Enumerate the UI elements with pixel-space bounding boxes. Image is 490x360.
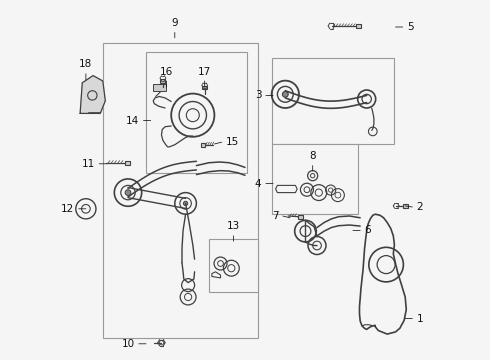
Bar xyxy=(356,24,361,28)
Bar xyxy=(201,143,205,147)
Text: 3: 3 xyxy=(255,90,262,100)
Bar xyxy=(153,84,166,91)
Circle shape xyxy=(183,201,188,206)
Bar xyxy=(202,86,207,89)
Bar xyxy=(298,215,303,219)
Bar xyxy=(160,79,166,83)
Bar xyxy=(403,204,408,208)
Text: 2: 2 xyxy=(416,202,423,212)
Text: 16: 16 xyxy=(160,67,173,77)
Bar xyxy=(146,52,247,173)
Text: 12: 12 xyxy=(61,204,74,214)
Bar xyxy=(209,239,258,292)
Text: 8: 8 xyxy=(309,151,316,161)
Text: 14: 14 xyxy=(126,116,139,126)
Text: 9: 9 xyxy=(172,18,178,28)
Text: 13: 13 xyxy=(227,221,240,231)
Text: 11: 11 xyxy=(82,159,95,169)
Text: 18: 18 xyxy=(79,59,93,69)
Text: 10: 10 xyxy=(122,339,134,349)
Bar xyxy=(272,144,358,214)
Text: 15: 15 xyxy=(226,137,239,147)
Circle shape xyxy=(282,91,288,97)
Text: 5: 5 xyxy=(407,22,414,32)
Bar xyxy=(272,58,394,144)
Circle shape xyxy=(125,190,131,195)
Bar xyxy=(103,43,258,338)
Text: 1: 1 xyxy=(416,314,423,324)
Text: 4: 4 xyxy=(255,179,262,189)
Text: 17: 17 xyxy=(198,67,211,77)
Bar xyxy=(125,161,130,165)
Polygon shape xyxy=(80,76,105,113)
Text: 6: 6 xyxy=(365,225,371,235)
Text: 7: 7 xyxy=(272,211,278,221)
